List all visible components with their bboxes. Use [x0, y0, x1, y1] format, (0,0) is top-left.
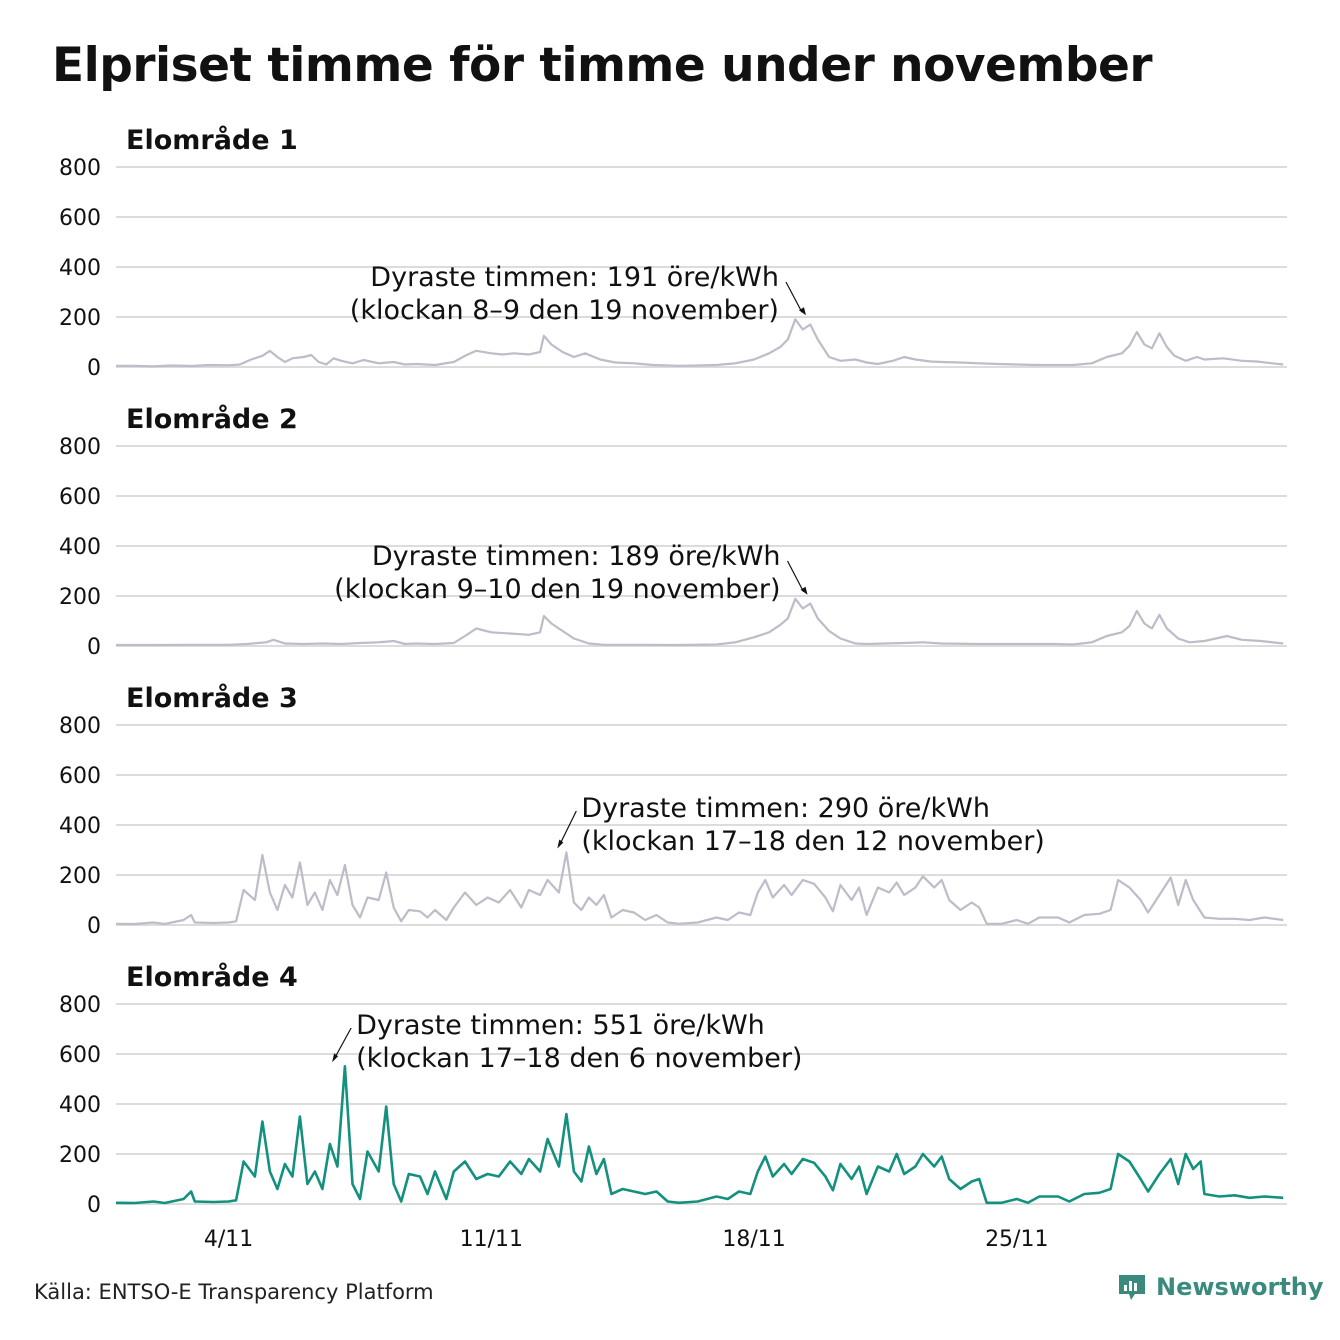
y-tick-label: 400 — [59, 256, 101, 281]
series-line — [116, 597, 1284, 647]
annotation-line-2: (klockan 17–18 den 6 november) — [356, 1043, 802, 1074]
y-tick-label: 400 — [59, 1093, 101, 1118]
annotation-line-1: Dyraste timmen: 189 öre/kWh — [372, 541, 781, 572]
annotation-arrow — [786, 560, 805, 593]
x-tick-label: 11/11 — [460, 1227, 523, 1252]
annotation-arrowhead — [557, 839, 564, 849]
y-tick-label: 200 — [59, 1143, 101, 1168]
x-tick-label: 18/11 — [722, 1227, 785, 1252]
y-tick-label: 800 — [59, 993, 101, 1018]
annotation-line-2: (klockan 17–18 den 12 november) — [581, 826, 1045, 857]
brand-logo: Newsworthy — [1117, 1272, 1324, 1302]
annotation-arrow — [785, 281, 803, 313]
y-tick-label: 0 — [87, 356, 101, 381]
y-tick-label: 400 — [59, 535, 101, 560]
y-tick-label: 600 — [59, 764, 101, 789]
annotation-line-1: Dyraste timmen: 290 öre/kWh — [581, 793, 990, 824]
series-line — [115, 1065, 1284, 1205]
annotation-arrowhead — [798, 307, 806, 316]
y-tick-label: 600 — [59, 206, 101, 231]
annotation-arrowhead — [332, 1053, 339, 1063]
annotation-line-2: (klockan 9–10 den 19 november) — [334, 574, 780, 605]
annotation-arrow — [559, 810, 577, 844]
y-tick-label: 600 — [59, 485, 101, 510]
annotation-line-1: Dyraste timmen: 551 öre/kWh — [356, 1010, 765, 1041]
panel-title: Elområde 2 — [126, 403, 298, 435]
y-tick-label: 0 — [87, 914, 101, 939]
panel-title: Elområde 4 — [126, 961, 298, 993]
y-tick-label: 800 — [59, 156, 101, 181]
x-tick-label: 25/11 — [985, 1227, 1048, 1252]
annotation-line-2: (klockan 8–9 den 19 november) — [350, 295, 779, 326]
source-note: Källa: ENTSO-E Transparency Platform — [34, 1280, 434, 1304]
annotation-arrowhead — [800, 586, 808, 595]
y-tick-label: 0 — [87, 1193, 101, 1218]
annotation-line-1: Dyraste timmen: 191 öre/kWh — [370, 262, 779, 293]
x-tick-label: 4/11 — [204, 1227, 253, 1252]
panel-title: Elområde 3 — [126, 682, 298, 714]
series-line — [115, 851, 1284, 926]
chart-title: Elpriset timme för timme under november — [52, 38, 1153, 93]
newsworthy-icon — [1117, 1272, 1147, 1302]
series-line — [116, 318, 1284, 368]
annotation-arrow — [334, 1027, 352, 1058]
y-tick-label: 200 — [59, 585, 101, 610]
panel-title: Elområde 1 — [126, 124, 298, 156]
y-tick-label: 400 — [59, 814, 101, 839]
brand-name: Newsworthy — [1156, 1273, 1324, 1301]
y-tick-label: 800 — [59, 714, 101, 739]
y-tick-label: 200 — [59, 306, 101, 331]
y-tick-label: 200 — [59, 864, 101, 889]
y-tick-label: 600 — [59, 1043, 101, 1068]
y-tick-label: 0 — [87, 635, 101, 660]
y-tick-label: 800 — [59, 435, 101, 460]
